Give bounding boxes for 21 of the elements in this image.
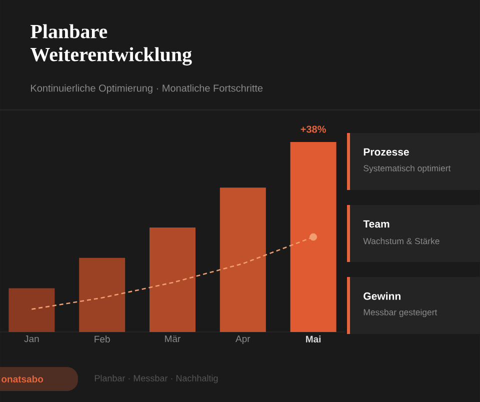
x-tick-label: Apr [236, 336, 250, 344]
text: Wachstum & Stärke [363, 238, 440, 244]
text: Messbar gesteigert [364, 308, 438, 318]
chart-subtitle: Kontinuierliche Optimierung · Monatliche Fortschritte [31, 84, 263, 94]
text: Prozesse [364, 148, 409, 156]
text: Gewinn [364, 292, 400, 300]
x-tick-label: Jan [24, 336, 39, 342]
bar [8, 288, 55, 332]
bar [220, 188, 266, 332]
x-tick-label: Feb [94, 336, 110, 343]
bar [79, 258, 126, 332]
text: Team [363, 220, 390, 228]
chart-title: Planbare Weiterentwicklung [30, 24, 192, 66]
x-tick-label: Mär [165, 336, 181, 342]
x-tick-label: Mai [306, 336, 321, 343]
text: onatsabo [2, 376, 44, 382]
bar [150, 227, 196, 332]
text: Planbar · Messbar · Nachhaltig [94, 374, 218, 384]
text: Systematisch optimiert [364, 164, 451, 174]
annotation: +38% [300, 126, 326, 133]
bar [290, 142, 336, 332]
